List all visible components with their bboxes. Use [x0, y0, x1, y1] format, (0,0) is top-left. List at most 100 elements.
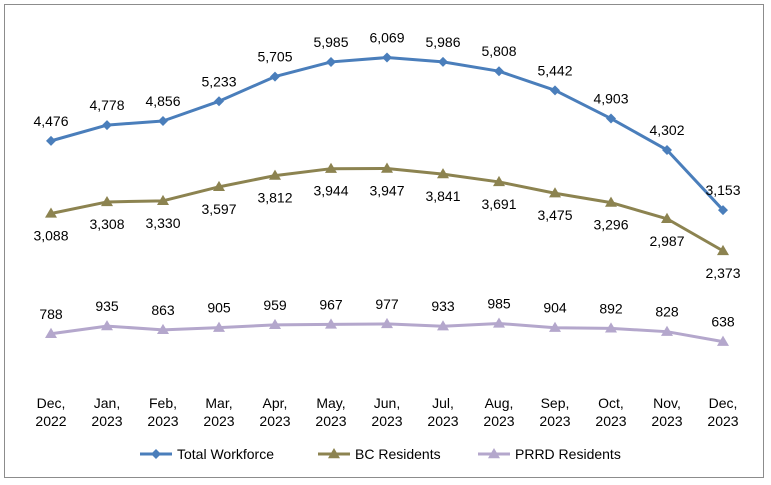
series-total-workforce [46, 52, 728, 216]
legend-label: BC Residents [355, 446, 441, 462]
data-point-bc-residents [381, 162, 393, 173]
data-label-prrd-residents: 985 [487, 295, 511, 311]
data-label-bc-residents: 3,812 [257, 190, 292, 206]
x-tick-label: Feb, 2023 [147, 395, 178, 429]
x-tick-label: Oct, 2023 [595, 395, 626, 429]
data-label-prrd-residents: 959 [263, 297, 287, 313]
data-label-prrd-residents: 905 [207, 300, 231, 316]
data-label-bc-residents: 3,296 [593, 217, 628, 233]
data-label-bc-residents: 3,308 [89, 216, 124, 232]
legend-item-total-workforce: Total Workforce [140, 446, 274, 462]
data-point-prrd-residents [549, 321, 561, 332]
data-point-total-workforce [158, 115, 168, 126]
data-point-total-workforce [718, 205, 728, 216]
data-point-prrd-residents [437, 320, 449, 331]
data-label-total-workforce: 4,778 [89, 97, 124, 113]
data-point-bc-residents [157, 194, 169, 206]
x-tick-label: Mar, 2023 [203, 395, 234, 429]
data-label-total-workforce: 5,233 [201, 73, 236, 89]
data-label-prrd-residents: 828 [655, 304, 679, 320]
data-point-bc-residents [493, 175, 505, 187]
data-label-total-workforce: 5,808 [481, 43, 516, 59]
data-label-prrd-residents: 788 [39, 306, 63, 322]
data-label-bc-residents: 3,330 [145, 215, 180, 231]
legend-item-prrd-residents: PRRD Residents [478, 446, 621, 462]
data-point-prrd-residents [269, 318, 281, 330]
data-label-bc-residents: 2,373 [705, 265, 740, 281]
data-point-bc-residents [717, 244, 729, 256]
data-label-bc-residents: 3,691 [481, 196, 516, 212]
data-label-prrd-residents: 967 [319, 296, 343, 312]
x-tick-label: Dec, 2022 [35, 395, 66, 429]
x-tick-label: Nov, 2023 [651, 395, 682, 429]
data-point-prrd-residents [157, 323, 169, 335]
data-point-prrd-residents [717, 335, 729, 346]
data-point-total-workforce [270, 71, 280, 82]
data-point-prrd-residents [493, 317, 505, 328]
legend-item-bc-residents: BC Residents [318, 446, 441, 462]
data-point-total-workforce [326, 56, 336, 67]
chart-frame [4, 4, 764, 478]
data-point-bc-residents [549, 187, 561, 198]
data-point-total-workforce [550, 85, 560, 96]
data-label-total-workforce: 4,856 [145, 93, 180, 109]
x-tick-label: Sep, 2023 [539, 395, 570, 429]
x-tick-label: Aug, 2023 [483, 395, 514, 429]
legend-label: Total Workforce [177, 446, 274, 462]
data-label-prrd-residents: 933 [431, 298, 455, 314]
x-tick-label: Jun, 2023 [371, 395, 402, 429]
data-label-prrd-residents: 863 [151, 302, 175, 318]
data-label-bc-residents: 3,944 [313, 183, 348, 199]
data-label-prrd-residents: 638 [711, 314, 735, 330]
x-axis-tick-labels: Dec, 2022 Jan, 2023 Feb, 2023 Mar, 2023 Apr, 2023… [35, 395, 738, 429]
data-point-total-workforce [382, 52, 392, 63]
series-bc-residents [45, 162, 729, 256]
data-label-total-workforce: 4,476 [33, 113, 68, 129]
data-point-total-workforce [46, 135, 56, 146]
data-point-bc-residents [325, 162, 337, 173]
data-label-total-workforce: 5,705 [257, 49, 292, 65]
data-label-bc-residents: 3,597 [201, 201, 236, 217]
x-tick-label: May, 2023 [315, 395, 346, 429]
data-point-total-workforce [214, 96, 224, 107]
data-point-bc-residents [437, 168, 449, 179]
data-point-prrd-residents [605, 322, 617, 333]
data-label-total-workforce: 5,986 [425, 34, 460, 50]
data-point-prrd-residents [213, 321, 225, 332]
data-label-prrd-residents: 935 [95, 298, 119, 314]
data-point-prrd-residents [45, 327, 57, 338]
data-label-bc-residents: 3,088 [33, 227, 68, 243]
x-tick-label: Jan, 2023 [91, 395, 122, 429]
legend-marker [488, 448, 500, 459]
data-point-total-workforce [102, 120, 112, 131]
data-point-bc-residents [661, 212, 673, 223]
data-label-total-workforce: 6,069 [369, 30, 404, 46]
data-point-prrd-residents [661, 325, 673, 336]
data-point-bc-residents [605, 196, 617, 207]
data-label-total-workforce: 4,903 [593, 91, 628, 107]
x-tick-label: Jul, 2023 [427, 395, 458, 429]
data-label-bc-residents: 3,475 [537, 207, 572, 223]
data-label-total-workforce: 5,442 [537, 62, 572, 78]
series-layer [45, 52, 729, 346]
legend-marker [151, 449, 161, 459]
series-prrd-residents [45, 317, 729, 346]
data-label-total-workforce: 3,153 [705, 182, 740, 198]
data-point-prrd-residents [325, 318, 337, 329]
data-label-bc-residents: 3,841 [425, 188, 460, 204]
data-label-prrd-residents: 977 [375, 296, 399, 312]
series-line-bc-residents [50, 167, 724, 253]
x-tick-label: Apr, 2023 [259, 395, 290, 429]
data-labels-layer: 4,476 4,778 4,856 5,233 5,705 5,985 6,069 5,986… [33, 30, 740, 330]
data-point-total-workforce [606, 113, 616, 124]
data-point-bc-residents [45, 207, 57, 218]
data-point-total-workforce [494, 66, 504, 77]
data-point-total-workforce [662, 144, 672, 155]
data-point-bc-residents [269, 169, 281, 180]
data-label-total-workforce: 4,302 [649, 122, 684, 138]
data-label-prrd-residents: 892 [599, 300, 623, 316]
data-point-total-workforce [438, 56, 448, 67]
data-label-bc-residents: 3,947 [369, 183, 404, 199]
data-point-prrd-residents [101, 320, 113, 331]
